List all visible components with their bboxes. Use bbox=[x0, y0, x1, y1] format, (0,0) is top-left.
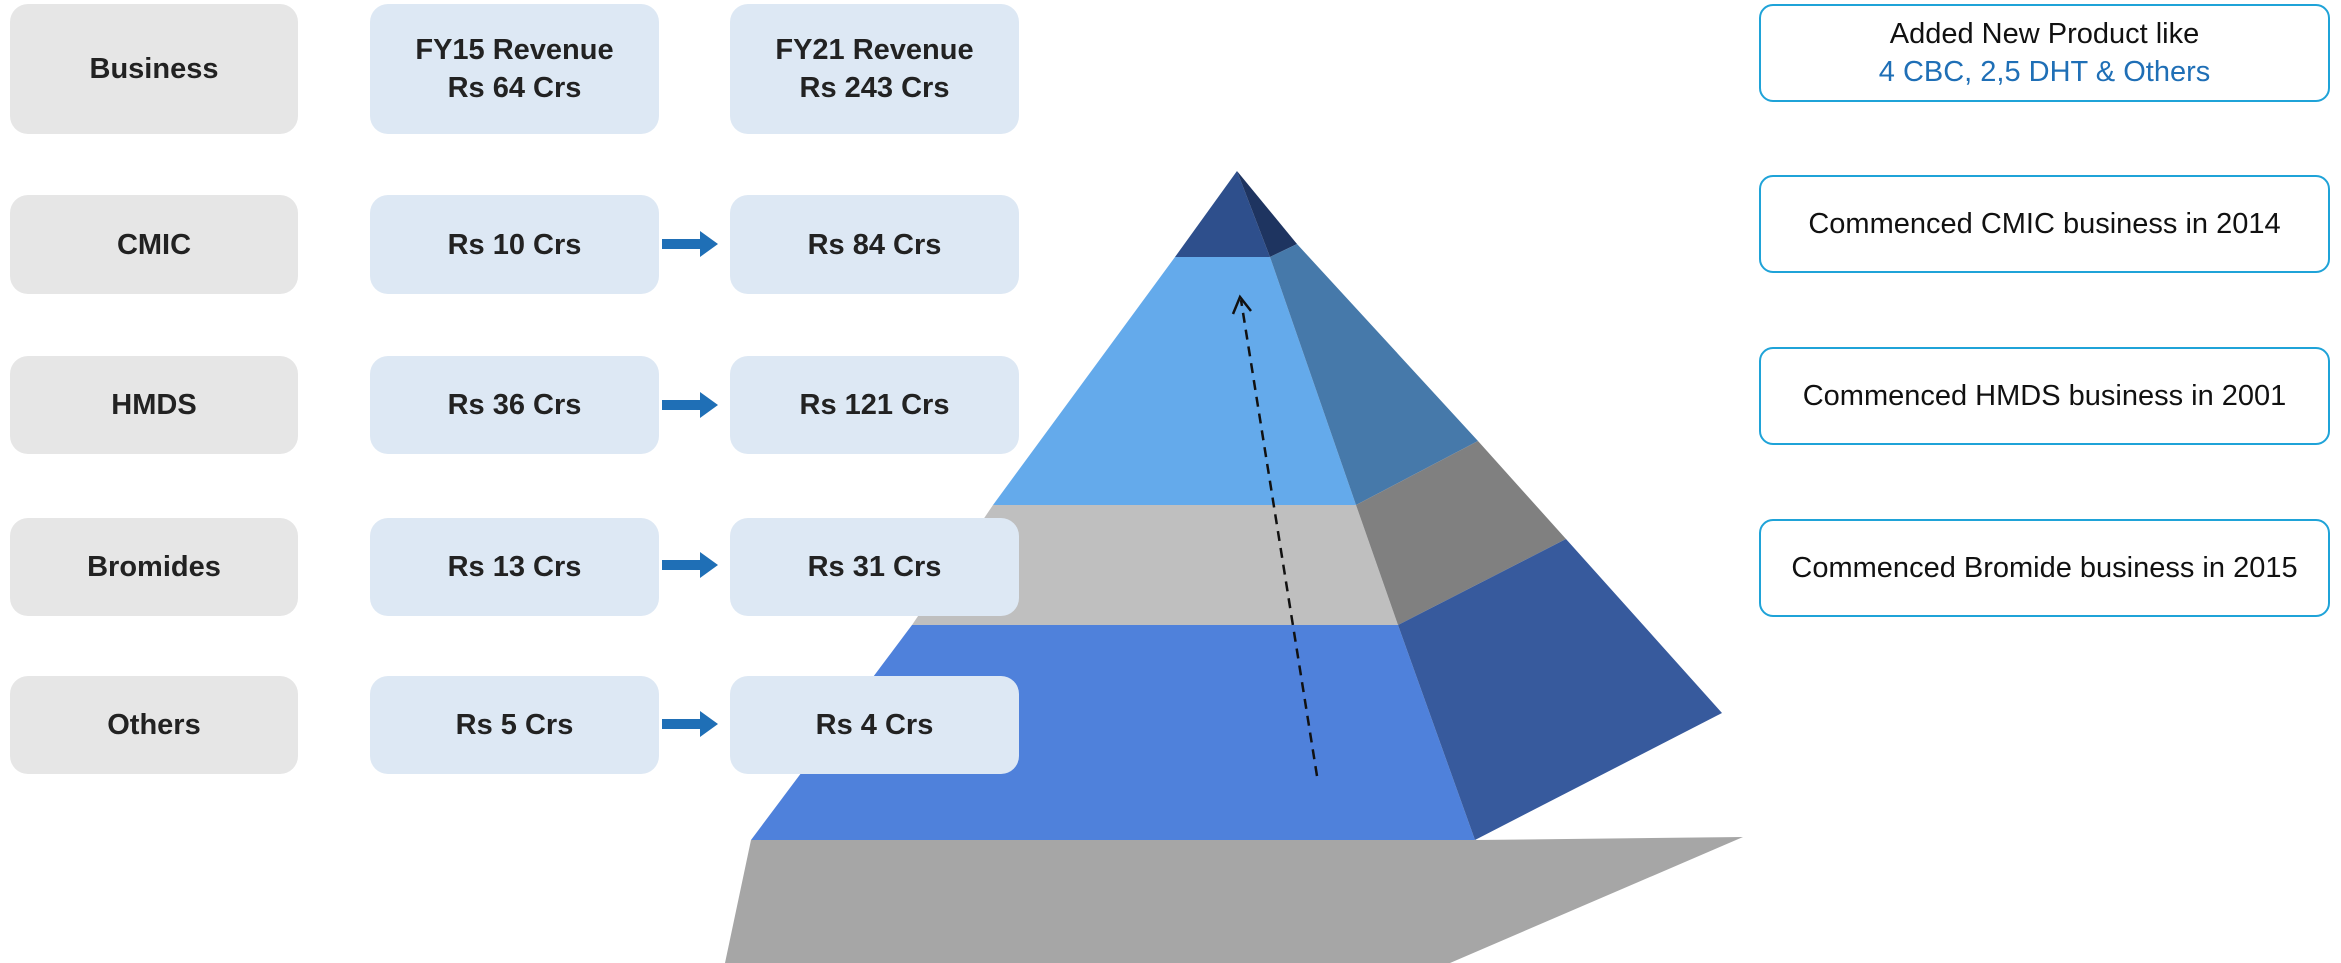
fy15-value: Rs 5 Crs bbox=[455, 709, 574, 741]
pyramid-shadow bbox=[725, 837, 1743, 963]
segment-name: Bromides bbox=[87, 551, 221, 583]
segment-label-hmds: HMDS bbox=[10, 356, 298, 454]
pyramid-tier-bottom-side bbox=[1398, 539, 1722, 840]
fy21-revenue-total: Rs 243 Crs bbox=[799, 72, 950, 104]
note-text: Commenced Bromide business in 2015 bbox=[1791, 552, 2298, 584]
fy21-value-others: Rs 4 Crs bbox=[730, 676, 1019, 774]
fy15-value: Rs 13 Crs bbox=[447, 551, 582, 583]
fy21-value: Rs 31 Crs bbox=[807, 551, 942, 583]
segment-name: HMDS bbox=[111, 389, 197, 421]
fy15-revenue-header: FY15 Revenue Rs 64 Crs bbox=[370, 4, 659, 134]
segment-name: Others bbox=[107, 709, 201, 741]
note-text: Commenced CMIC business in 2014 bbox=[1808, 208, 2281, 240]
fy15-value-bromides: Rs 13 Crs bbox=[370, 518, 659, 616]
segment-label-others: Others bbox=[10, 676, 298, 774]
pyramid-tier-2-front bbox=[993, 257, 1356, 505]
note-text: Added New Product like bbox=[1889, 18, 2200, 50]
fy15-value-cmic: Rs 10 Crs bbox=[370, 195, 659, 294]
note-bromide: Commenced Bromide business in 2015 bbox=[1759, 519, 2330, 617]
note-highlight-text: 4 CBC, 2,5 DHT & Others bbox=[1878, 56, 2211, 88]
segment-name: CMIC bbox=[116, 228, 192, 261]
note-new-products: Added New Product like 4 CBC, 2,5 DHT & … bbox=[1759, 4, 2330, 102]
fy21-value-cmic: Rs 84 Crs bbox=[730, 195, 1019, 294]
right-arrow-icon bbox=[662, 552, 718, 578]
fy15-value-others: Rs 5 Crs bbox=[370, 676, 659, 774]
business-header: Business bbox=[10, 4, 298, 134]
pyramid-tier-3-front bbox=[912, 505, 1398, 625]
pyramid-tier-top-front bbox=[1175, 171, 1270, 257]
fy21-value: Rs 121 Crs bbox=[799, 389, 950, 421]
note-text: Commenced HMDS business in 2001 bbox=[1802, 380, 2287, 412]
business-header-label: Business bbox=[89, 53, 219, 85]
growth-arrowhead-icon bbox=[1231, 294, 1252, 315]
fy15-value: Rs 10 Crs bbox=[447, 228, 582, 261]
fy21-revenue-title: FY21 Revenue bbox=[775, 34, 974, 66]
pyramid-tier-3-side bbox=[1356, 441, 1566, 625]
growth-dashed-arrow bbox=[1239, 299, 1319, 777]
right-arrow-icon bbox=[662, 231, 718, 257]
fy15-value-hmds: Rs 36 Crs bbox=[370, 356, 659, 454]
fy21-value: Rs 4 Crs bbox=[815, 709, 934, 741]
note-hmds: Commenced HMDS business in 2001 bbox=[1759, 347, 2330, 445]
fy21-revenue-header: FY21 Revenue Rs 243 Crs bbox=[730, 4, 1019, 134]
right-arrow-icon bbox=[662, 392, 718, 418]
right-arrow-icon bbox=[662, 711, 718, 737]
segment-label-bromides: Bromides bbox=[10, 518, 298, 616]
fy21-value-hmds: Rs 121 Crs bbox=[730, 356, 1019, 454]
fy15-value: Rs 36 Crs bbox=[447, 389, 582, 421]
segment-label-cmic: CMIC bbox=[10, 195, 298, 294]
fy15-revenue-title: FY15 Revenue bbox=[415, 34, 614, 66]
note-cmic: Commenced CMIC business in 2014 bbox=[1759, 175, 2330, 273]
fy21-value: Rs 84 Crs bbox=[807, 228, 942, 261]
pyramid-tier-top-side bbox=[1237, 171, 1297, 257]
fy21-value-bromides: Rs 31 Crs bbox=[730, 518, 1019, 616]
pyramid-tier-2-side bbox=[1270, 244, 1478, 505]
fy15-revenue-total: Rs 64 Crs bbox=[447, 72, 582, 104]
